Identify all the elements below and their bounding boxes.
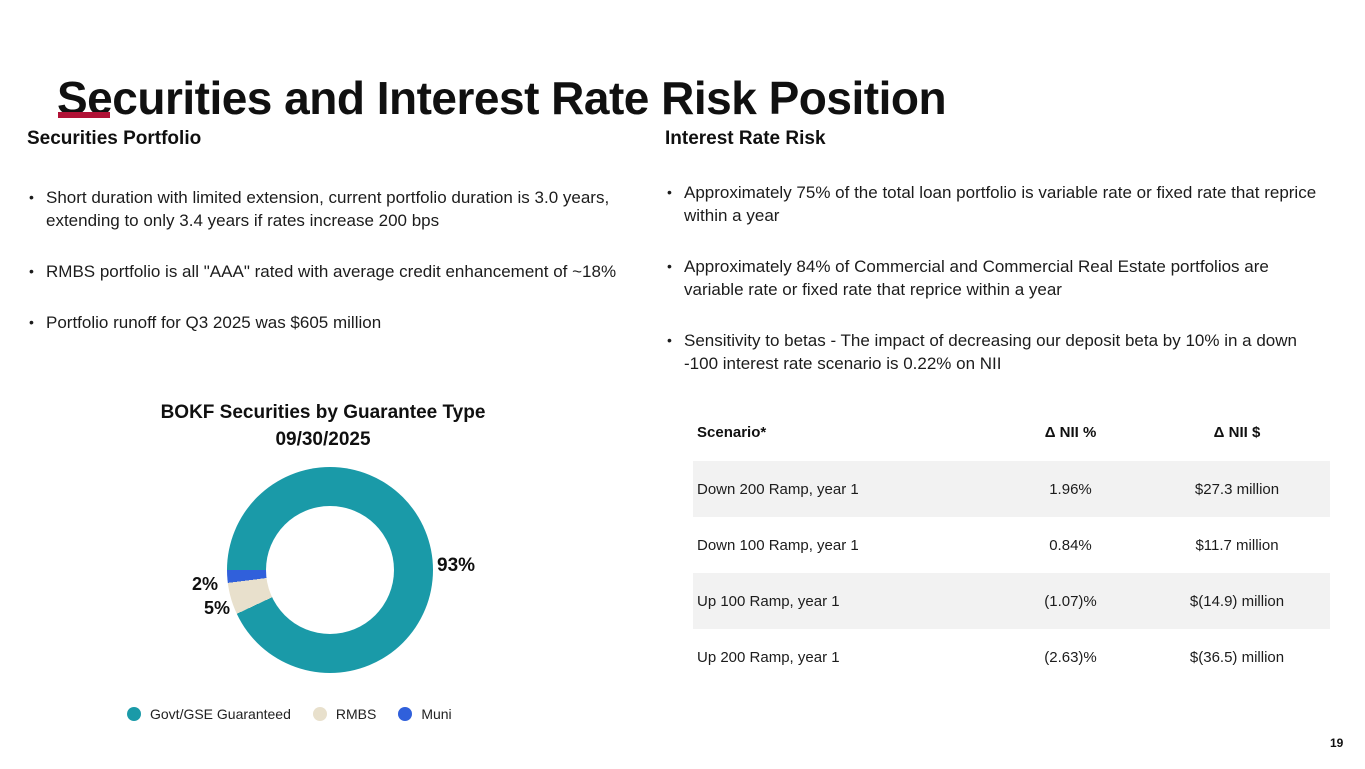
legend-item-muni: Muni	[398, 706, 452, 722]
title-accent-bar	[58, 112, 110, 118]
table-row: Down 100 Ramp, year 1 0.84% $11.7 millio…	[693, 517, 1330, 573]
interest-rate-risk-heading: Interest Rate Risk	[665, 128, 826, 149]
bullet-item: Short duration with limited extension, c…	[27, 186, 649, 232]
chart-title-date: 09/30/2025	[275, 429, 371, 450]
page-title: Securities and Interest Rate Risk Positi…	[57, 71, 947, 124]
securities-portfolio-heading: Securities Portfolio	[27, 128, 202, 149]
chart-legend: Govt/GSE Guaranteed RMBS Muni	[127, 706, 452, 722]
slice-label-muni: 2%	[192, 574, 219, 594]
table-header-scenario: Scenario*	[697, 423, 767, 441]
chart-title-line1: BOKF Securities by Guarantee Type	[160, 402, 486, 423]
donut-chart-hole	[266, 506, 394, 634]
table-header-nii-pct: Δ NII %	[1044, 423, 1097, 441]
table-cell: Up 200 Ramp, year 1	[697, 648, 840, 666]
legend-label-muni: Muni	[421, 706, 452, 722]
table-header-row: Scenario* Δ NII % Δ NII $	[693, 403, 1330, 461]
legend-item-govt: Govt/GSE Guaranteed	[127, 706, 291, 722]
slice-label-rmbs: 5%	[204, 598, 231, 618]
table-cell: Down 200 Ramp, year 1	[697, 480, 859, 498]
chart-title: BOKF Securities by Guarantee Type 09/30/…	[118, 399, 528, 453]
bullet-item: Portfolio runoff for Q3 2025 was $605 mi…	[27, 311, 649, 334]
table-cell: 0.84%	[1049, 536, 1092, 554]
table-cell: $(36.5) million	[1189, 648, 1285, 666]
table-row: Up 100 Ramp, year 1 (1.07)% $(14.9) mill…	[693, 573, 1330, 629]
table-cell: Up 100 Ramp, year 1	[697, 592, 840, 610]
interest-rate-risk-section: Interest Rate Risk Approximately 75% of …	[665, 128, 1323, 403]
securities-portfolio-bullets: Short duration with limited extension, c…	[27, 186, 649, 334]
table-cell: (1.07)%	[1044, 592, 1097, 610]
table-cell: $27.3 million	[1194, 480, 1280, 498]
table-cell: $11.7 million	[1195, 536, 1279, 554]
nii-scenario-table: Scenario* Δ NII % Δ NII $ Down 200 Ramp,…	[693, 403, 1330, 685]
legend-dot-muni	[398, 707, 413, 721]
bullet-item: Approximately 84% of Commercial and Comm…	[665, 255, 1323, 301]
legend-label-rmbs: RMBS	[335, 706, 377, 722]
interest-rate-risk-bullets: Approximately 75% of the total loan port…	[665, 181, 1323, 375]
page-number: 19	[1330, 736, 1344, 750]
table-cell: 1.96%	[1049, 480, 1092, 498]
table-cell: $(14.9) million	[1189, 592, 1285, 610]
legend-dot-govt	[127, 707, 141, 721]
bullet-item: Approximately 75% of the total loan port…	[665, 181, 1323, 227]
slice-label-govt: 93%	[437, 555, 476, 576]
table-header-nii-dollar: Δ NII $	[1213, 423, 1261, 441]
securities-portfolio-section: Securities Portfolio Short duration with…	[27, 128, 649, 362]
bullet-item: Sensitivity to betas - The impact of dec…	[665, 329, 1323, 375]
bullet-item: RMBS portfolio is all "AAA" rated with a…	[27, 260, 649, 283]
table-row: Down 200 Ramp, year 1 1.96% $27.3 millio…	[693, 461, 1330, 517]
legend-item-rmbs: RMBS	[312, 706, 377, 722]
table-cell: (2.63)%	[1044, 648, 1097, 666]
legend-dot-rmbs	[312, 707, 327, 721]
table-row: Up 200 Ramp, year 1 (2.63)% $(36.5) mill…	[693, 629, 1330, 685]
legend-label-govt: Govt/GSE Guaranteed	[150, 706, 291, 722]
table-cell: Down 100 Ramp, year 1	[697, 536, 859, 554]
